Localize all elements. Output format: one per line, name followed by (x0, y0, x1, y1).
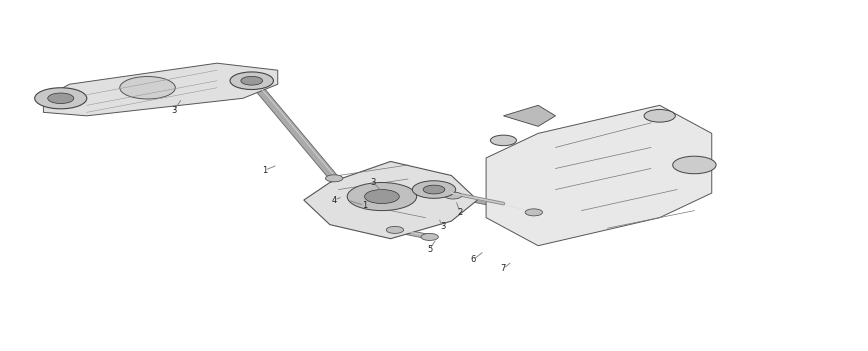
Circle shape (525, 209, 542, 216)
Circle shape (412, 181, 456, 198)
Circle shape (326, 175, 343, 182)
Polygon shape (392, 228, 432, 239)
Circle shape (35, 88, 87, 109)
Circle shape (490, 135, 516, 146)
Circle shape (230, 72, 273, 90)
Text: 3: 3 (440, 222, 445, 231)
Circle shape (421, 233, 438, 240)
Text: 3: 3 (171, 106, 176, 115)
Polygon shape (450, 194, 536, 214)
Polygon shape (304, 161, 477, 239)
Circle shape (48, 93, 74, 104)
Circle shape (673, 156, 716, 174)
Text: 3: 3 (371, 178, 376, 187)
Circle shape (247, 81, 265, 88)
Text: 6: 6 (470, 255, 476, 264)
Circle shape (424, 185, 445, 194)
Polygon shape (251, 84, 339, 179)
Text: 4: 4 (332, 196, 337, 205)
Circle shape (365, 190, 399, 204)
Circle shape (347, 183, 417, 211)
Polygon shape (503, 105, 556, 126)
Circle shape (444, 192, 462, 199)
Circle shape (644, 110, 675, 122)
Text: 5: 5 (427, 245, 432, 254)
Circle shape (120, 77, 175, 99)
Text: 2: 2 (457, 208, 463, 217)
Text: 7: 7 (501, 264, 506, 273)
Circle shape (240, 77, 262, 85)
Circle shape (386, 226, 404, 233)
Polygon shape (486, 105, 712, 246)
Text: 1: 1 (262, 166, 267, 175)
Text: 1: 1 (362, 201, 367, 210)
Polygon shape (43, 63, 278, 116)
